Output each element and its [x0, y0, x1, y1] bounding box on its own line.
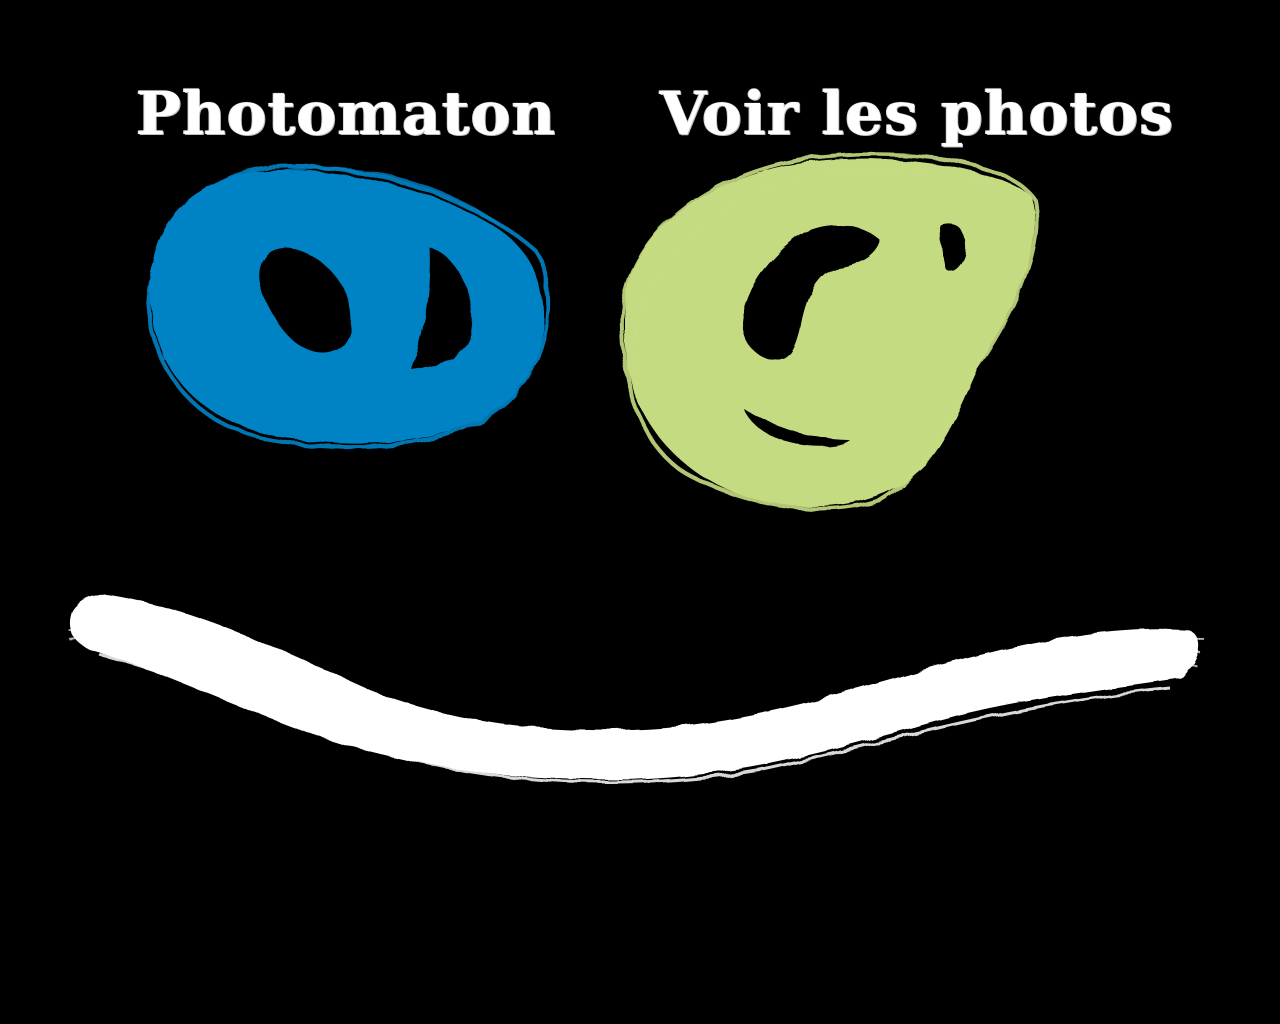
smile-brush-stroke: [67, 594, 1206, 784]
view-photos-label[interactable]: Voir les photos: [660, 79, 1175, 149]
photobooth-label[interactable]: Photomaton: [136, 79, 557, 149]
blue-scribble-ring-icon[interactable]: [146, 164, 551, 450]
green-scribble-ring-icon[interactable]: [619, 152, 1039, 511]
